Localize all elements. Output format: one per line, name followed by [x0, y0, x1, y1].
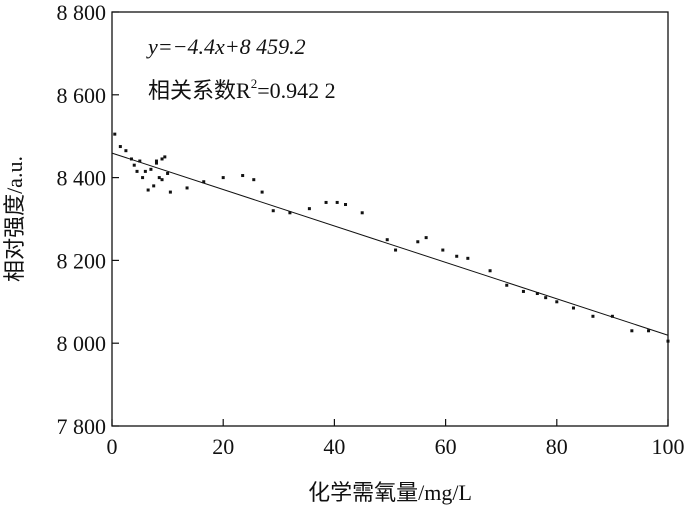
data-point: [154, 161, 158, 165]
y-tick-label: 8 000: [57, 331, 107, 356]
data-point: [113, 132, 117, 136]
x-tick-label: 0: [107, 434, 118, 459]
data-point: [344, 203, 348, 207]
data-point: [666, 339, 670, 343]
data-point: [535, 292, 539, 296]
data-point: [591, 314, 595, 318]
data-point: [163, 155, 167, 159]
data-point: [455, 254, 459, 258]
data-point: [544, 296, 548, 300]
data-point: [252, 178, 256, 182]
data-point: [124, 149, 128, 153]
data-point: [141, 176, 145, 180]
data-point: [202, 180, 206, 184]
data-point: [307, 207, 311, 211]
data-point: [571, 306, 575, 310]
data-point: [166, 171, 170, 175]
plot-frame: [111, 11, 669, 427]
data-point: [630, 329, 634, 333]
r2-prefix: 相关系数R: [148, 78, 251, 103]
r2-annotation: 相关系数R2=0.942 2: [148, 76, 336, 103]
x-tick-label: 20: [212, 434, 234, 459]
data-point: [160, 178, 164, 182]
data-point: [135, 169, 139, 173]
data-point: [118, 145, 122, 149]
y-tick-label: 8 600: [57, 83, 107, 108]
equation-annotation: y=−4.4x+8 459.2: [146, 34, 306, 59]
x-axis-title: 化学需氧量/mg/L: [308, 480, 472, 505]
data-point: [335, 200, 339, 204]
y-tick-label: 8 400: [57, 166, 107, 191]
data-point: [143, 169, 147, 173]
data-point: [157, 176, 161, 180]
y-axis-title: 相对强度/a.u.: [2, 156, 27, 282]
r2-superscript: 2: [251, 76, 258, 91]
regression-line: [111, 152, 669, 336]
data-point: [360, 211, 364, 215]
data-point: [424, 236, 428, 240]
data-point: [154, 159, 158, 163]
data-point: [505, 283, 509, 287]
data-point: [185, 186, 189, 190]
y-tick-label: 8 800: [57, 0, 107, 25]
data-point: [146, 188, 150, 192]
data-point: [394, 248, 398, 252]
x-tick-label: 60: [435, 434, 457, 459]
data-point: [241, 174, 245, 178]
data-point: [152, 184, 156, 188]
data-point: [416, 240, 420, 244]
data-point: [260, 190, 264, 194]
data-point: [168, 190, 172, 194]
data-point: [149, 167, 153, 171]
data-point: [385, 238, 389, 242]
data-point: [324, 200, 328, 204]
y-tick-label: 8 200: [57, 248, 107, 273]
data-point: [610, 314, 614, 318]
data-point: [488, 269, 492, 273]
data-point: [521, 289, 525, 293]
scatter-points: [113, 132, 670, 343]
data-point: [647, 329, 651, 333]
data-point: [441, 248, 445, 252]
data-point: [138, 159, 142, 163]
data-point: [271, 209, 275, 213]
data-point: [288, 211, 292, 215]
data-point: [221, 176, 225, 180]
x-tick-label: 100: [652, 434, 685, 459]
tick-group: 0 20 40 60 80 100 7 800 8 000 8 200 8 400 8 600 8 8…: [57, 0, 685, 459]
data-point: [466, 256, 470, 260]
r2-value: =0.942 2: [257, 78, 335, 103]
y-tick-label: 7 800: [57, 414, 107, 439]
x-tick-label: 80: [546, 434, 568, 459]
data-point: [160, 157, 164, 161]
data-point: [132, 163, 136, 167]
data-point: [555, 300, 559, 304]
x-tick-label: 40: [323, 434, 345, 459]
